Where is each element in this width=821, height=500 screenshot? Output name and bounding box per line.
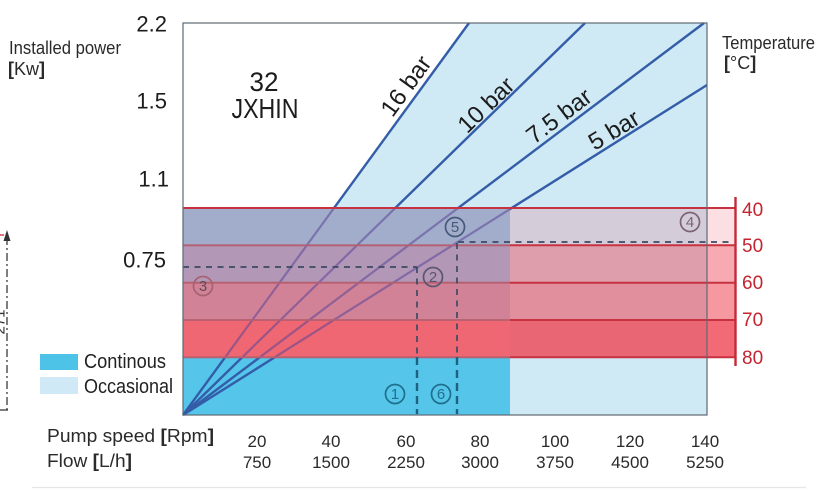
svg-text:2250: 2250 xyxy=(387,453,425,472)
svg-text:5250: 5250 xyxy=(686,453,724,472)
svg-text:750: 750 xyxy=(243,453,271,472)
svg-text:80: 80 xyxy=(742,348,763,369)
svg-text:100: 100 xyxy=(541,432,569,451)
svg-text:2.2: 2.2 xyxy=(136,12,167,37)
svg-text:1500: 1500 xyxy=(312,453,350,472)
svg-text:140: 140 xyxy=(691,432,719,451)
svg-text:3: 3 xyxy=(199,278,207,295)
svg-text:1: 1 xyxy=(391,386,399,403)
svg-text:Installed power: Installed power xyxy=(9,38,121,58)
svg-text:40: 40 xyxy=(322,432,341,451)
svg-text:4: 4 xyxy=(686,214,694,231)
svg-text:Temperature: Temperature xyxy=(722,33,815,53)
svg-text:0.75: 0.75 xyxy=(123,248,166,273)
svg-text:2: 2 xyxy=(429,269,437,286)
svg-text:4500: 4500 xyxy=(611,453,649,472)
svg-text:[°C]: [°C] xyxy=(724,53,756,73)
svg-text:6: 6 xyxy=(437,386,445,403)
svg-text:20: 20 xyxy=(248,432,267,451)
svg-text:120: 120 xyxy=(616,432,644,451)
svg-text:70: 70 xyxy=(742,310,763,331)
svg-text:1.1: 1.1 xyxy=(138,167,169,192)
svg-text:80: 80 xyxy=(471,432,490,451)
svg-text:3000: 3000 xyxy=(461,453,499,472)
svg-text:40: 40 xyxy=(742,200,763,221)
svg-text:5: 5 xyxy=(451,219,459,236)
svg-text:32: 32 xyxy=(250,67,279,97)
svg-text:60: 60 xyxy=(397,432,416,451)
svg-text:Occasional: Occasional xyxy=(84,376,173,398)
svg-text:JXHIN: JXHIN xyxy=(232,93,299,124)
svg-text:3750: 3750 xyxy=(536,453,574,472)
svg-text:Flow [L/h]: Flow [L/h] xyxy=(47,451,132,471)
svg-text:[Kw]: [Kw] xyxy=(8,59,45,79)
svg-text:Pump speed [Rpm]: Pump speed [Rpm] xyxy=(47,426,214,446)
svg-text:271: 271 xyxy=(0,309,9,334)
svg-text:Continous: Continous xyxy=(84,351,166,373)
svg-text:50: 50 xyxy=(742,236,763,257)
svg-text:1.5: 1.5 xyxy=(136,89,167,114)
svg-text:60: 60 xyxy=(742,273,763,294)
